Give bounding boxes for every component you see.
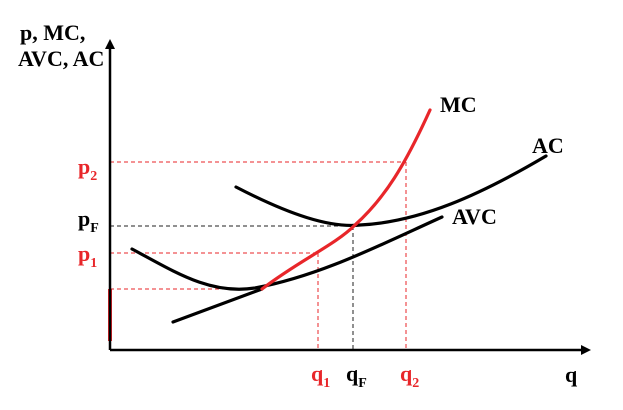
mc-curve bbox=[260, 108, 432, 291]
y-axis-title-line1: p, MC, bbox=[20, 20, 85, 45]
ac-curve bbox=[234, 154, 548, 228]
avc-curve bbox=[130, 215, 444, 291]
q1-label: q1 bbox=[311, 361, 330, 391]
ac-label: AC bbox=[532, 133, 564, 158]
mc-label: MC bbox=[440, 92, 477, 117]
x-axis-title: q bbox=[565, 362, 578, 387]
p2-label: p2 bbox=[78, 154, 97, 184]
q2-label: q2 bbox=[400, 361, 419, 391]
avc-mc-lower-segment bbox=[171, 287, 264, 324]
p1-label: p1 bbox=[78, 241, 97, 271]
y-axis-title-line2: AVC, AC bbox=[18, 46, 104, 71]
pF-label: pF bbox=[78, 206, 99, 236]
qF-label: qF bbox=[346, 361, 367, 391]
avc-label: AVC bbox=[452, 204, 497, 229]
